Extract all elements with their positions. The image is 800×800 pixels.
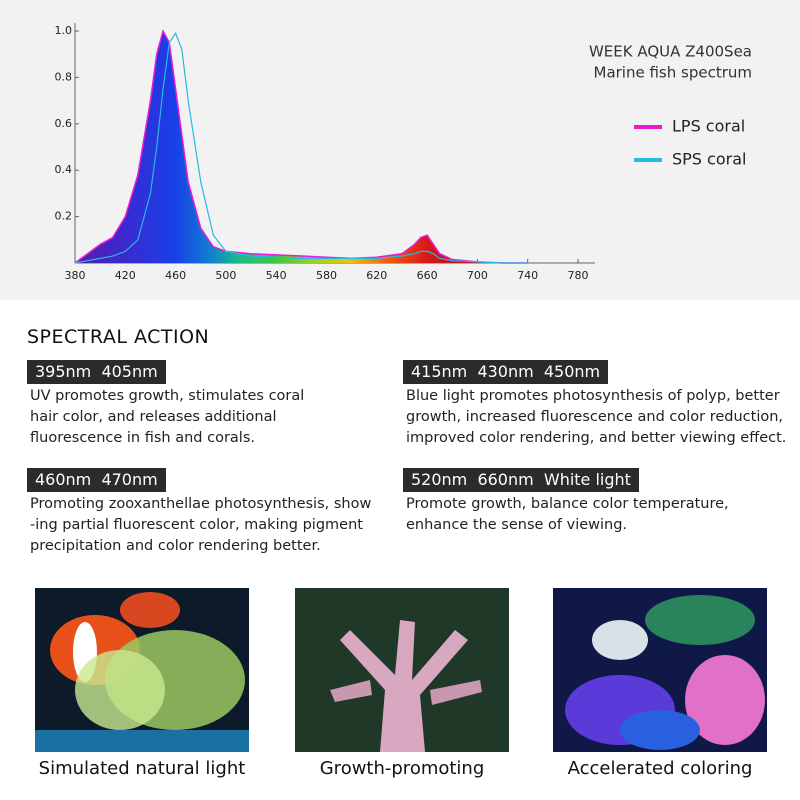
- x-tick-label: 500: [215, 269, 236, 282]
- x-tick-label: 540: [266, 269, 287, 282]
- gallery: [35, 588, 767, 752]
- x-tick-label: 780: [568, 269, 589, 282]
- text-line: Promoting zooxanthellae photosynthesis, …: [30, 496, 372, 512]
- photo: [295, 588, 509, 752]
- tag: 395nm 405nm: [27, 360, 166, 384]
- x-tick-label: 740: [517, 269, 538, 282]
- chart-subtitle: Marine fish spectrum: [594, 64, 753, 82]
- section-title: SPECTRAL ACTION: [27, 326, 210, 348]
- photo: [553, 588, 767, 752]
- tag: 520nm 660nm White light: [403, 468, 639, 492]
- text-line: improved color rendering, and better vie…: [406, 430, 787, 446]
- y-tick-label: 0.4: [55, 163, 73, 176]
- text-line: fluorescence in fish and corals.: [30, 430, 255, 446]
- x-tick-label: 380: [65, 269, 86, 282]
- legend-label: LPS coral: [672, 117, 745, 136]
- text-line: Promote growth, balance color temperatur…: [406, 496, 729, 512]
- y-tick-label: 1.0: [55, 24, 73, 37]
- text-line: precipitation and color rendering better…: [30, 538, 321, 554]
- text-line: Blue light promotes photosynthesis of po…: [406, 388, 780, 404]
- caption: Growth-promoting: [319, 758, 485, 779]
- y-tick-label: 0.6: [55, 117, 73, 130]
- y-tick-label: 0.8: [55, 70, 73, 83]
- x-tick-label: 620: [366, 269, 387, 282]
- text-line: growth, increased fluorescence and color…: [406, 409, 784, 425]
- x-tick-label: 460: [165, 269, 186, 282]
- spectrum-area: [75, 31, 528, 263]
- x-tick-label: 700: [467, 269, 488, 282]
- description: UV promotes growth, stimulates coral hair…: [30, 386, 304, 449]
- series-line: [74, 28, 528, 264]
- caption: Accelerated coloring: [567, 758, 753, 779]
- caption: Simulated natural light: [38, 758, 246, 779]
- text-line: -ing partial fluorescent color, making p…: [30, 517, 363, 533]
- chart-title: WEEK AQUA Z400Sea: [589, 43, 752, 61]
- x-tick-label: 420: [115, 269, 136, 282]
- x-tick-label: 660: [417, 269, 438, 282]
- description: Promoting zooxanthellae photosynthesis, …: [30, 494, 371, 557]
- series-line: [74, 32, 528, 264]
- description: Blue light promotes photosynthesis of po…: [406, 386, 786, 449]
- chart: WEEK AQUA Z400Sea Marine fish spectrum 0…: [0, 0, 800, 300]
- y-tick-label: 0.2: [55, 210, 73, 223]
- tag: 460nm 470nm: [27, 468, 166, 492]
- text-line: UV promotes growth, stimulates coral: [30, 388, 305, 404]
- text-line: hair color, and releases additional: [30, 409, 277, 425]
- text-line: enhance the sense of viewing.: [406, 517, 628, 533]
- legend-label: SPS coral: [672, 150, 746, 169]
- photo: [35, 588, 249, 752]
- tag: 415nm 430nm 450nm: [403, 360, 609, 384]
- x-tick-label: 580: [316, 269, 337, 282]
- description: Promote growth, balance color temperatur…: [406, 494, 729, 536]
